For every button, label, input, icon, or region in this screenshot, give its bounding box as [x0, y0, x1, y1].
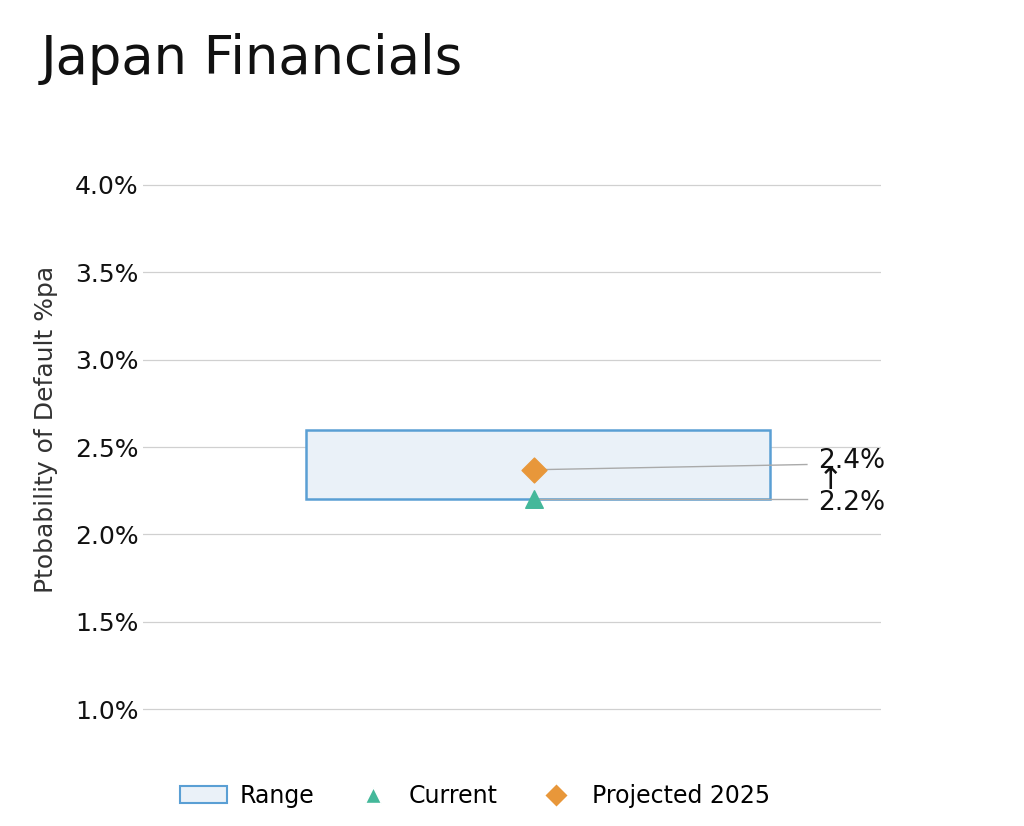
Text: 2.2%: 2.2% — [818, 490, 885, 516]
Point — [526, 493, 543, 506]
Y-axis label: Ptobability of Default %pa: Ptobability of Default %pa — [34, 266, 58, 593]
Text: ↑: ↑ — [818, 466, 844, 495]
Text: 2.4%: 2.4% — [818, 448, 885, 474]
Legend: Range, Current, Projected 2025: Range, Current, Projected 2025 — [171, 774, 779, 817]
Bar — [305, 430, 770, 500]
Point — [526, 463, 543, 477]
Text: Japan Financials: Japan Financials — [41, 33, 463, 85]
